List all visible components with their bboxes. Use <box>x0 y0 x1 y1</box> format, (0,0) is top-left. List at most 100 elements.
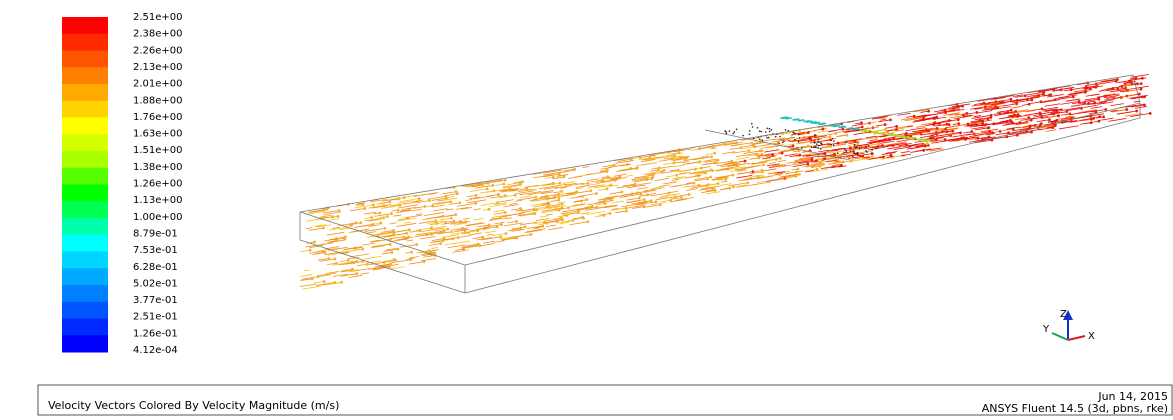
vector-head <box>977 137 980 140</box>
vector-head <box>889 118 892 121</box>
vector-head <box>589 189 592 192</box>
vector <box>847 128 853 129</box>
vector-head <box>491 184 494 187</box>
vector-head <box>499 235 502 238</box>
vector-head <box>819 163 822 166</box>
vector-head <box>552 176 555 179</box>
vector-dot <box>843 152 845 154</box>
colorbar-band <box>62 201 108 218</box>
vector-head <box>1057 114 1060 117</box>
vector-head <box>1000 101 1003 104</box>
vector <box>782 117 788 118</box>
vector-dot <box>732 133 734 135</box>
vector-head <box>790 136 793 139</box>
vector-head <box>344 235 347 238</box>
vector-dot <box>798 141 800 143</box>
vector-head <box>771 153 774 156</box>
colorbar-label: 1.26e+00 <box>133 179 183 190</box>
vector-head <box>457 236 460 239</box>
vector-dot <box>833 140 835 142</box>
vector-head <box>1051 126 1054 129</box>
vector-head <box>520 209 523 212</box>
vector-head <box>509 187 512 190</box>
vector-head <box>428 199 431 202</box>
vector-dot <box>798 134 800 136</box>
vector-head <box>1015 102 1018 105</box>
vector-head <box>546 205 549 208</box>
colorbar-band <box>62 101 108 118</box>
vector-head <box>882 156 885 159</box>
vector-head <box>486 187 489 190</box>
colorbar-label: 2.26e+00 <box>133 45 183 56</box>
vector-dot <box>794 132 796 134</box>
vector-head <box>608 177 611 180</box>
vector-head <box>822 128 825 131</box>
vector-head <box>988 126 991 129</box>
vector-head <box>1016 134 1019 137</box>
vector-head <box>807 131 810 134</box>
vector-head <box>514 194 517 197</box>
vector-head <box>560 190 563 193</box>
vector-head <box>454 213 457 216</box>
vector-head <box>651 188 654 191</box>
vector-head <box>1095 86 1098 89</box>
vector-head <box>895 125 898 128</box>
vector-head <box>389 262 392 265</box>
colorbar-label: 2.51e-01 <box>133 312 178 323</box>
vector <box>798 120 804 121</box>
vector-dot <box>809 137 811 139</box>
vector-dot <box>801 147 803 149</box>
vector-head <box>833 153 836 156</box>
vector-dot <box>794 139 796 141</box>
colorbar-band <box>62 235 108 252</box>
vector-head <box>761 169 764 172</box>
colorbar-band <box>62 51 108 68</box>
vector-head <box>558 173 561 176</box>
vector-head <box>546 197 549 200</box>
vector-head <box>476 229 479 232</box>
vector-head <box>781 152 784 155</box>
vector-head <box>1053 112 1056 115</box>
vector-dot <box>830 144 832 146</box>
vector-head <box>726 176 729 179</box>
vector <box>887 134 893 135</box>
vector-head <box>386 215 389 218</box>
vector-dot <box>814 134 816 136</box>
colorbar-band <box>62 218 108 235</box>
vector-head <box>388 201 391 204</box>
vector-head <box>1140 82 1143 85</box>
vector-head <box>990 114 993 117</box>
vector-dot <box>854 144 856 146</box>
vector-head <box>609 212 612 215</box>
vector-head <box>1092 117 1095 120</box>
vector-head <box>999 130 1002 133</box>
vector-head <box>424 205 427 208</box>
vector-head <box>1012 122 1015 125</box>
vector-head <box>797 168 800 171</box>
vector-head <box>957 106 960 109</box>
colorbar-label: 1.26e-01 <box>133 328 178 339</box>
screenshot: Z X Y Velocity Vectors Colored By Veloci… <box>0 0 1173 416</box>
vector-head <box>620 191 623 194</box>
vector-head <box>504 211 507 214</box>
vector-head <box>762 163 765 166</box>
vector-head <box>417 200 420 203</box>
vector-dot <box>815 147 817 149</box>
colorbar-label: 1.13e+00 <box>133 195 183 206</box>
vector-head <box>515 220 518 223</box>
colorbar-label: 1.00e+00 <box>133 212 183 223</box>
vector-dot <box>724 130 726 132</box>
vector-head <box>938 122 941 125</box>
vector-head <box>684 157 687 160</box>
vector-head <box>515 237 518 240</box>
vector-head <box>1121 85 1124 88</box>
colorbar-band <box>62 168 108 185</box>
vector-dot <box>779 136 781 138</box>
vector-dot <box>726 132 728 134</box>
vector-head <box>1098 115 1101 118</box>
vector-head <box>816 168 819 171</box>
vector-head <box>884 123 887 126</box>
vector-head <box>363 207 366 210</box>
vector-dot <box>788 140 790 142</box>
vector-head <box>709 176 712 179</box>
